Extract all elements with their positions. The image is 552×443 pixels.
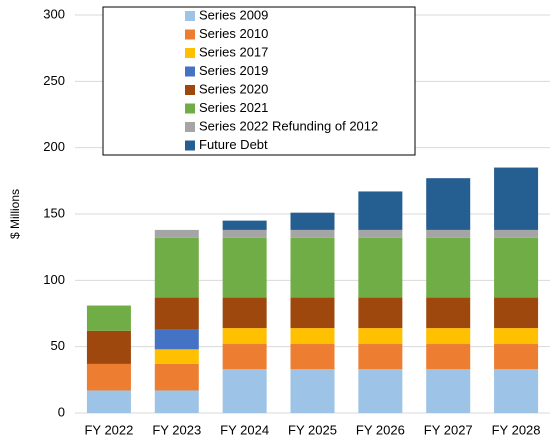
y-tick-label: 0 bbox=[58, 404, 65, 419]
bar-segment bbox=[222, 369, 267, 413]
bar-segment bbox=[86, 363, 131, 391]
bar-segment bbox=[358, 328, 403, 345]
x-tick-label: FY 2027 bbox=[424, 422, 473, 437]
legend-swatch bbox=[185, 85, 195, 95]
bar-segment bbox=[154, 349, 199, 364]
legend-box bbox=[102, 6, 416, 156]
bar-segment bbox=[222, 220, 267, 230]
y-tick-label: 50 bbox=[51, 338, 65, 353]
x-tick-label: FY 2028 bbox=[492, 422, 541, 437]
y-tick-label: 100 bbox=[43, 272, 65, 287]
legend-label: Series 2009 bbox=[199, 7, 268, 22]
legend-swatch bbox=[185, 29, 195, 40]
bar-segment bbox=[426, 297, 471, 329]
bar-segment bbox=[494, 237, 539, 298]
x-tick-label: FY 2025 bbox=[288, 422, 337, 437]
bar-segment bbox=[154, 329, 199, 350]
bar-segment bbox=[426, 369, 471, 413]
legend-label: Series 2010 bbox=[199, 26, 268, 41]
bar-segment bbox=[426, 237, 471, 298]
bar-segment bbox=[222, 344, 267, 370]
bar-segment bbox=[426, 178, 471, 230]
bar-segment bbox=[86, 305, 131, 331]
x-tick-label: FY 2024 bbox=[220, 422, 269, 437]
legend-label: Future Debt bbox=[199, 137, 268, 152]
bar-segment bbox=[222, 328, 267, 345]
bar-segment bbox=[358, 369, 403, 413]
bar-segment bbox=[154, 237, 199, 298]
bar-segment bbox=[494, 167, 539, 230]
legend-swatch bbox=[185, 66, 195, 77]
bar-segment bbox=[494, 328, 539, 345]
x-tick-label: FY 2022 bbox=[84, 422, 133, 437]
legend-label: Series 2022 Refunding of 2012 bbox=[199, 118, 378, 133]
bar-segment bbox=[290, 328, 335, 345]
bar-segment bbox=[358, 229, 403, 238]
x-tick-label: FY 2023 bbox=[152, 422, 201, 437]
bar-segment bbox=[86, 330, 131, 364]
legend-swatch bbox=[185, 11, 195, 21]
bar-segment bbox=[222, 237, 267, 298]
bar-segment bbox=[494, 344, 539, 370]
y-tick-label: 300 bbox=[43, 6, 65, 21]
bar-segment bbox=[154, 390, 199, 413]
legend-swatch bbox=[185, 122, 195, 132]
bar-segment bbox=[494, 229, 539, 238]
y-tick-label: 200 bbox=[43, 139, 65, 154]
bar-segment bbox=[290, 369, 335, 413]
bar-segment bbox=[154, 297, 199, 330]
legend-label: Series 2019 bbox=[199, 63, 268, 78]
legend-label: Series 2020 bbox=[199, 81, 268, 96]
bar-segment bbox=[290, 297, 335, 329]
bar-segment bbox=[358, 237, 403, 298]
bar-segment bbox=[290, 237, 335, 298]
x-tick-label: FY 2026 bbox=[356, 422, 405, 437]
legend-swatch bbox=[185, 103, 195, 114]
legend-label: Series 2021 bbox=[199, 100, 268, 115]
bar-segment bbox=[154, 363, 199, 391]
legend-swatch bbox=[185, 140, 195, 151]
bar-segment bbox=[358, 297, 403, 329]
bar-segment bbox=[494, 297, 539, 329]
bar-segment bbox=[86, 390, 131, 413]
bar-segment bbox=[358, 344, 403, 370]
y-tick-label: 250 bbox=[43, 73, 65, 88]
bar-segment bbox=[426, 344, 471, 370]
bar-segment bbox=[290, 344, 335, 370]
bar-segment bbox=[222, 297, 267, 329]
bar-segment bbox=[494, 369, 539, 413]
bar-segment bbox=[290, 212, 335, 230]
bar-segment bbox=[222, 229, 267, 238]
bar-segment bbox=[358, 191, 403, 230]
legend-swatch bbox=[185, 48, 195, 58]
bar-segment bbox=[426, 229, 471, 238]
y-axis-label: $ Millions bbox=[8, 189, 22, 239]
bar-segment bbox=[290, 229, 335, 238]
y-tick-label: 150 bbox=[43, 205, 65, 220]
bar-segment bbox=[154, 229, 199, 238]
legend-label: Series 2017 bbox=[199, 44, 268, 59]
bar-segment bbox=[426, 328, 471, 345]
